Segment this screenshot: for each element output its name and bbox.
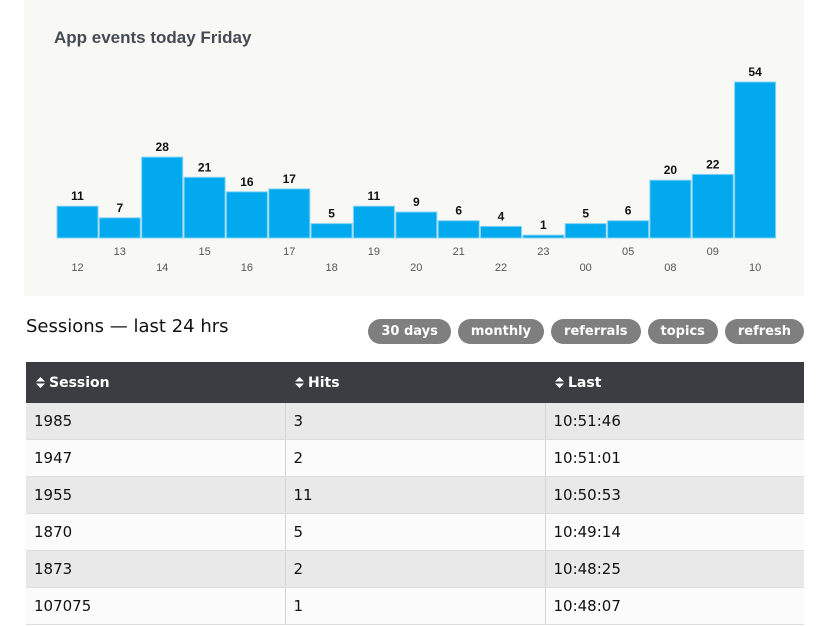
data-label: 21 xyxy=(198,160,212,174)
chart-bar xyxy=(310,223,353,239)
data-label: 1 xyxy=(540,218,547,232)
sessions-table: Session Hits Last 1985 3 10:51:46 1947 2… xyxy=(26,362,804,625)
chart-bar xyxy=(98,217,141,239)
x-tick-label: 05 xyxy=(622,246,634,258)
data-label: 28 xyxy=(156,140,170,154)
x-tick-label: 16 xyxy=(241,262,253,274)
column-header-label: Session xyxy=(49,374,110,391)
data-label: 7 xyxy=(116,201,123,215)
table-row[interactable]: 1955 11 10:50:53 xyxy=(26,476,804,514)
chart-bar xyxy=(268,188,311,239)
data-label: 22 xyxy=(706,157,720,171)
data-label: 5 xyxy=(582,207,589,221)
monthly-button[interactable]: monthly xyxy=(457,319,545,344)
column-header-last[interactable]: Last xyxy=(545,362,804,403)
data-label: 11 xyxy=(368,189,381,203)
chart-bar xyxy=(480,225,522,239)
session-cell: 1870 xyxy=(26,513,286,551)
x-tick-label: 10 xyxy=(749,262,761,274)
last-cell: 10:51:01 xyxy=(545,439,804,477)
last-cell: 10:49:14 xyxy=(545,513,804,551)
chart-bar xyxy=(225,191,268,239)
x-tick-label: 12 xyxy=(71,262,83,274)
x-tick-label: 08 xyxy=(664,262,676,274)
table-header-row: Session Hits Last xyxy=(26,362,804,403)
chart-bar xyxy=(522,234,565,239)
chart-bar xyxy=(437,220,480,239)
sort-icon xyxy=(295,377,304,388)
session-cell: 1947 xyxy=(26,439,286,477)
x-tick-label: 14 xyxy=(156,262,168,274)
hits-cell: 3 xyxy=(285,403,546,440)
data-label: 6 xyxy=(625,204,632,218)
x-tick-label: 20 xyxy=(410,262,422,274)
data-label: 17 xyxy=(283,172,297,186)
chart-bar xyxy=(649,179,692,239)
x-tick-label: 15 xyxy=(198,246,210,258)
chart-bar xyxy=(56,205,99,239)
events-bar-chart: 1112713281421151616171751811199206214221… xyxy=(56,65,777,274)
chart-bar xyxy=(734,81,777,239)
hits-cell: 5 xyxy=(285,513,546,551)
column-header-session[interactable]: Session xyxy=(26,362,285,403)
column-header-label: Hits xyxy=(308,374,340,391)
table-row[interactable]: 1870 5 10:49:14 xyxy=(26,513,804,551)
session-cell: 1955 xyxy=(26,476,286,514)
x-tick-label: 21 xyxy=(453,246,465,258)
column-header-label: Last xyxy=(568,374,602,391)
30-days-button[interactable]: 30 days xyxy=(368,319,451,344)
x-tick-label: 18 xyxy=(325,262,337,274)
range-button-bar: 30 days monthly referrals topics refresh xyxy=(368,319,804,344)
session-cell: 1873 xyxy=(26,550,286,588)
chart-bar xyxy=(352,205,395,239)
chart-bar xyxy=(607,220,650,239)
column-header-hits[interactable]: Hits xyxy=(285,362,545,403)
chart-bar xyxy=(691,173,734,239)
chart-bar xyxy=(564,223,607,239)
hits-cell: 11 xyxy=(285,476,546,514)
x-tick-label: 22 xyxy=(495,262,507,274)
table-row[interactable]: 1947 2 10:51:01 xyxy=(26,439,804,477)
chart-bar xyxy=(183,176,226,239)
last-cell: 10:50:53 xyxy=(545,476,804,514)
x-tick-label: 17 xyxy=(283,246,295,258)
chart-bar xyxy=(141,156,184,239)
last-cell: 10:48:25 xyxy=(545,550,804,588)
hits-cell: 2 xyxy=(285,439,546,477)
chart-title: App events today Friday xyxy=(54,28,252,47)
hits-cell: 1 xyxy=(285,587,546,625)
data-label: 5 xyxy=(328,207,335,221)
session-cell: 1985 xyxy=(26,403,286,440)
last-cell: 10:51:46 xyxy=(545,403,804,440)
sessions-title: Sessions — last 24 hrs xyxy=(26,316,229,337)
hits-cell: 2 xyxy=(285,550,546,588)
x-tick-label: 19 xyxy=(368,246,380,258)
data-label: 11 xyxy=(71,189,84,203)
data-label: 4 xyxy=(498,209,505,223)
table-row[interactable]: 1985 3 10:51:46 xyxy=(26,403,804,440)
referrals-button[interactable]: referrals xyxy=(551,319,641,344)
x-tick-label: 09 xyxy=(707,246,719,258)
data-label: 20 xyxy=(664,163,678,177)
table-row[interactable]: 107075 1 10:48:07 xyxy=(26,587,804,625)
data-label: 16 xyxy=(240,175,254,189)
last-cell: 10:48:07 xyxy=(545,587,804,625)
data-label: 54 xyxy=(748,65,762,79)
chart-panel xyxy=(24,0,804,296)
sort-icon xyxy=(36,377,45,388)
table-row[interactable]: 1873 2 10:48:25 xyxy=(26,550,804,588)
refresh-button[interactable]: refresh xyxy=(724,319,804,344)
data-label: 6 xyxy=(455,204,462,218)
sort-icon xyxy=(555,377,564,388)
x-tick-label: 00 xyxy=(580,262,592,274)
chart-bar xyxy=(395,211,438,239)
x-tick-label: 13 xyxy=(114,246,126,258)
data-label: 9 xyxy=(413,195,420,209)
x-tick-label: 23 xyxy=(537,246,549,258)
topics-button[interactable]: topics xyxy=(647,319,718,344)
session-cell: 107075 xyxy=(26,587,286,625)
